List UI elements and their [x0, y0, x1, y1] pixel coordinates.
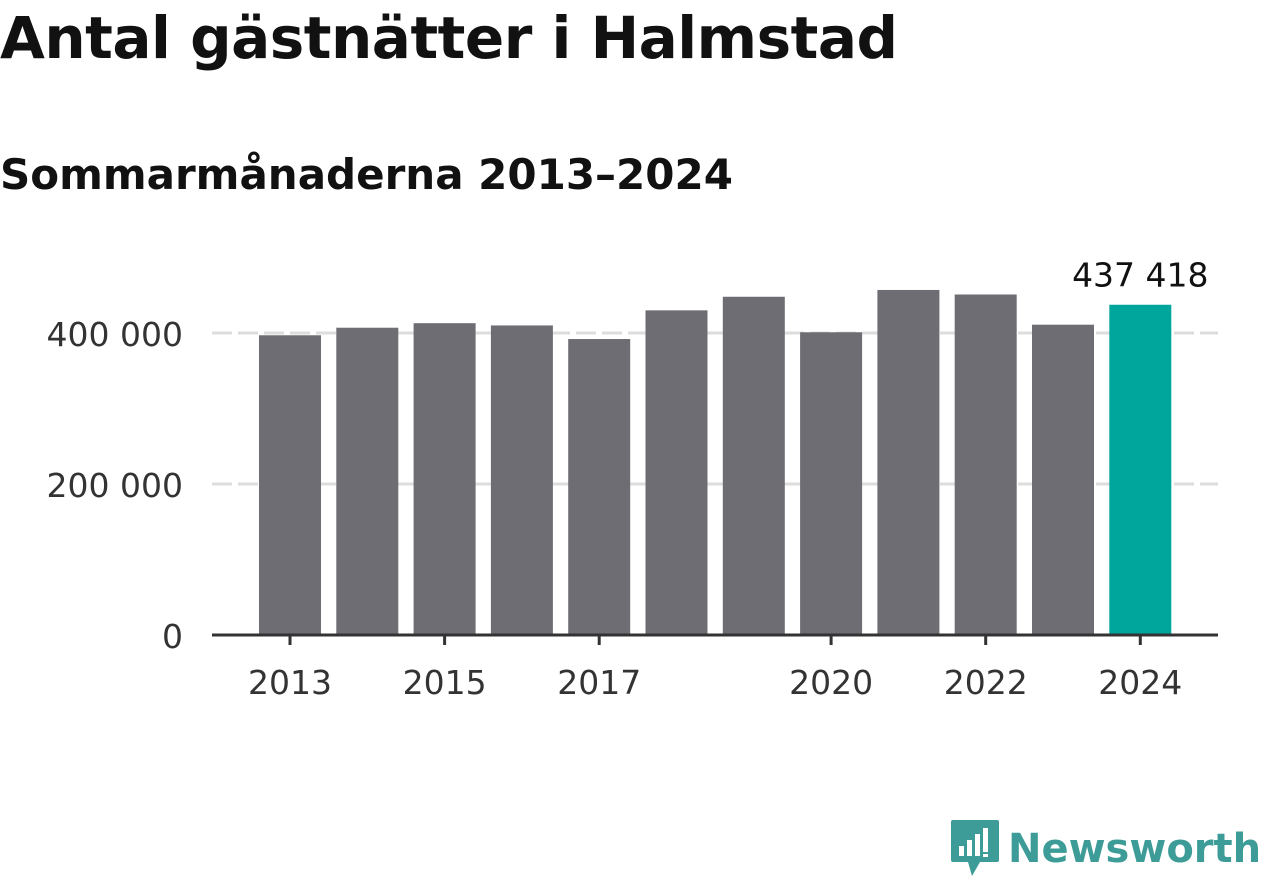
bar — [490, 325, 553, 635]
x-tick-label: 2017 — [557, 663, 641, 702]
bar — [954, 294, 1017, 635]
chart-title: Antal gästnätter i Halmstad — [0, 4, 898, 72]
bar — [336, 327, 399, 635]
axes — [212, 633, 1218, 645]
y-tick-label: 200 000 — [47, 466, 183, 505]
y-tick-label: 0 — [162, 617, 183, 656]
labels: 0 200 000 400 000 2013 2015 2017 2020 2022 2024 4… — [47, 256, 1209, 702]
data-label: 437 418 — [1072, 256, 1208, 295]
x-tick-label: 2013 — [248, 663, 332, 702]
y-tick-label: 400 000 — [47, 315, 183, 354]
x-tick-label: 2022 — [944, 663, 1028, 702]
bar — [259, 335, 321, 635]
brand-name: Newsworthy — [1008, 826, 1262, 872]
bar — [877, 289, 940, 635]
x-tick-label: 2015 — [403, 663, 487, 702]
x-tick-label: 2020 — [789, 663, 873, 702]
bar — [722, 296, 785, 635]
bar — [645, 310, 708, 635]
bar — [1109, 304, 1172, 635]
bar — [568, 339, 631, 635]
chart-subtitle: Sommarmånaderna 2013–2024 — [0, 150, 733, 199]
bar — [1032, 324, 1094, 635]
x-tick-label: 2024 — [1098, 663, 1182, 702]
bars — [259, 289, 1172, 635]
newsworthy-logo: Newsworthy — [950, 818, 1262, 880]
bar — [413, 323, 476, 635]
chat-bubble-bar-chart-icon — [951, 820, 999, 876]
bar — [800, 332, 863, 635]
